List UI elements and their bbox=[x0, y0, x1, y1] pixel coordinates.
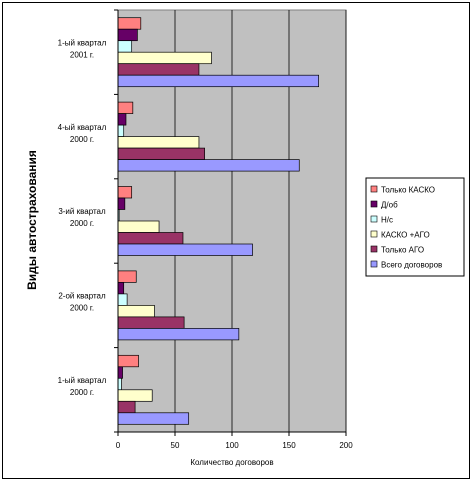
bar-2-6 bbox=[117, 159, 300, 172]
bar-2-5 bbox=[117, 147, 205, 160]
legend-swatch-5 bbox=[370, 245, 378, 253]
legend-label-5: Только АГО bbox=[381, 246, 424, 255]
bar-4-4 bbox=[117, 305, 155, 318]
bar-1-2 bbox=[117, 28, 138, 42]
x-tick-label-100: 100 bbox=[225, 441, 239, 450]
bar-2-4 bbox=[117, 136, 200, 149]
x-tick-label-150: 150 bbox=[282, 441, 296, 450]
legend-label-4: КАСКО +АГО bbox=[381, 231, 430, 240]
legend-swatch-4 bbox=[370, 230, 378, 238]
bar-1-5 bbox=[117, 63, 200, 76]
category-label-2: 4-ый квартал 2000 г. bbox=[58, 123, 107, 144]
bar-4-1 bbox=[117, 270, 137, 283]
category-label-3: 3-ий квартал 2000 г. bbox=[58, 207, 106, 228]
bar-1-6 bbox=[117, 74, 319, 88]
bar-2-2 bbox=[117, 113, 127, 126]
legend: Только КАСКО Д/об Н/с КАСКО +АГО Только АГО В… bbox=[365, 177, 465, 277]
legend-label-3: Н/с bbox=[381, 216, 393, 225]
bar-4-6 bbox=[117, 328, 240, 341]
bar-3-2 bbox=[117, 197, 126, 210]
x-tick-label-0: 0 bbox=[116, 441, 121, 450]
x-tick-label-50: 50 bbox=[171, 441, 180, 450]
x-tick-label-200: 200 bbox=[339, 441, 353, 450]
category-label-1: 1-ый квартал 2001 г. bbox=[58, 38, 107, 59]
bar-5-1 bbox=[117, 354, 139, 368]
bar-3-1 bbox=[117, 186, 133, 199]
legend-label-2: Д/об bbox=[381, 201, 398, 210]
bar-5-6 bbox=[117, 412, 190, 425]
bar-4-5 bbox=[117, 316, 185, 329]
bar-1-3 bbox=[117, 40, 133, 53]
legend-swatch-3 bbox=[370, 215, 378, 223]
legend-label-6: Всего договоров bbox=[381, 261, 442, 270]
bar-5-5 bbox=[117, 400, 136, 414]
bar-3-6 bbox=[117, 243, 253, 256]
legend-swatch-6 bbox=[370, 260, 378, 268]
legend-label-1: Только КАСКО bbox=[381, 186, 435, 195]
bar-1-4 bbox=[117, 51, 212, 65]
y-axis-title: Виды автострахования bbox=[25, 150, 39, 290]
bar-5-2 bbox=[117, 366, 123, 379]
bar-4-3 bbox=[117, 293, 128, 306]
bar-3-4 bbox=[117, 220, 160, 233]
bar-4-2 bbox=[117, 282, 125, 295]
bar-5-3 bbox=[117, 377, 122, 391]
category-labels: 1-ый квартал 2001 г. 4-ый квартал 2000 г. 3-… bbox=[58, 38, 107, 397]
category-label-4: 2-ой квартал 2000 г. bbox=[58, 292, 106, 313]
bars-group bbox=[117, 17, 319, 425]
bar-5-4 bbox=[117, 389, 153, 402]
x-tick-labels: 0 50 100 150 200 bbox=[116, 441, 353, 450]
category-label-5: 1-ый квартал 2000 г. bbox=[58, 376, 107, 397]
bar-2-3 bbox=[117, 124, 125, 137]
x-axis-title: Количество договоров bbox=[190, 458, 273, 467]
bar-3-5 bbox=[117, 232, 184, 245]
bar-1-1 bbox=[117, 17, 142, 30]
legend-swatch-1 bbox=[370, 185, 378, 193]
bar-2-1 bbox=[117, 101, 134, 114]
legend-box bbox=[365, 177, 465, 277]
axes bbox=[114, 9, 347, 436]
legend-swatch-2 bbox=[370, 200, 378, 208]
